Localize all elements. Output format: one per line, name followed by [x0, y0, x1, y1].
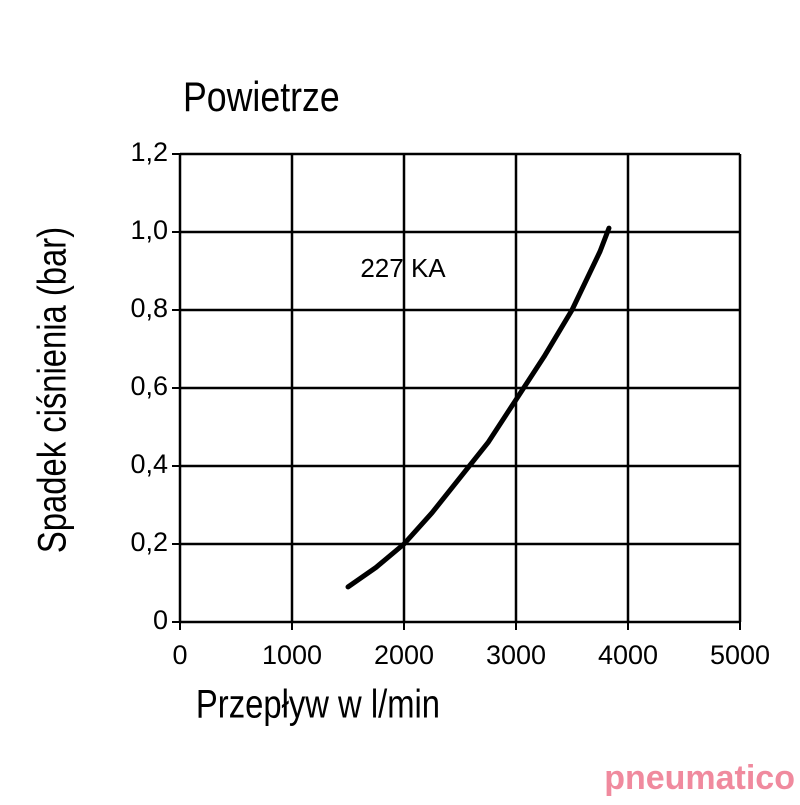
y-tick-label: 1,2 — [130, 137, 168, 167]
x-tick-label: 0 — [172, 640, 187, 670]
y-tick-label: 0,6 — [130, 371, 168, 401]
y-axis-label: Spadek ciśnienia (bar) — [29, 227, 74, 553]
y-tick-label: 1,0 — [130, 215, 168, 245]
logo: pneumatico — [604, 759, 795, 797]
y-tick-label: 0,4 — [130, 449, 168, 479]
x-tick-label: 5000 — [710, 640, 770, 670]
chart-title: Powietrze — [183, 74, 340, 120]
y-tick-label: 0,8 — [130, 293, 168, 323]
x-tick-label: 3000 — [486, 640, 546, 670]
x-tick-label: 1000 — [262, 640, 322, 670]
x-axis-label: Przepływ w l/min — [196, 681, 440, 726]
x-tick-label: 2000 — [374, 640, 434, 670]
data-line — [345, 225, 612, 590]
y-tick-label: 0,2 — [130, 527, 168, 557]
x-tick-label: 4000 — [598, 640, 658, 670]
y-tick-label: 0 — [153, 605, 168, 635]
